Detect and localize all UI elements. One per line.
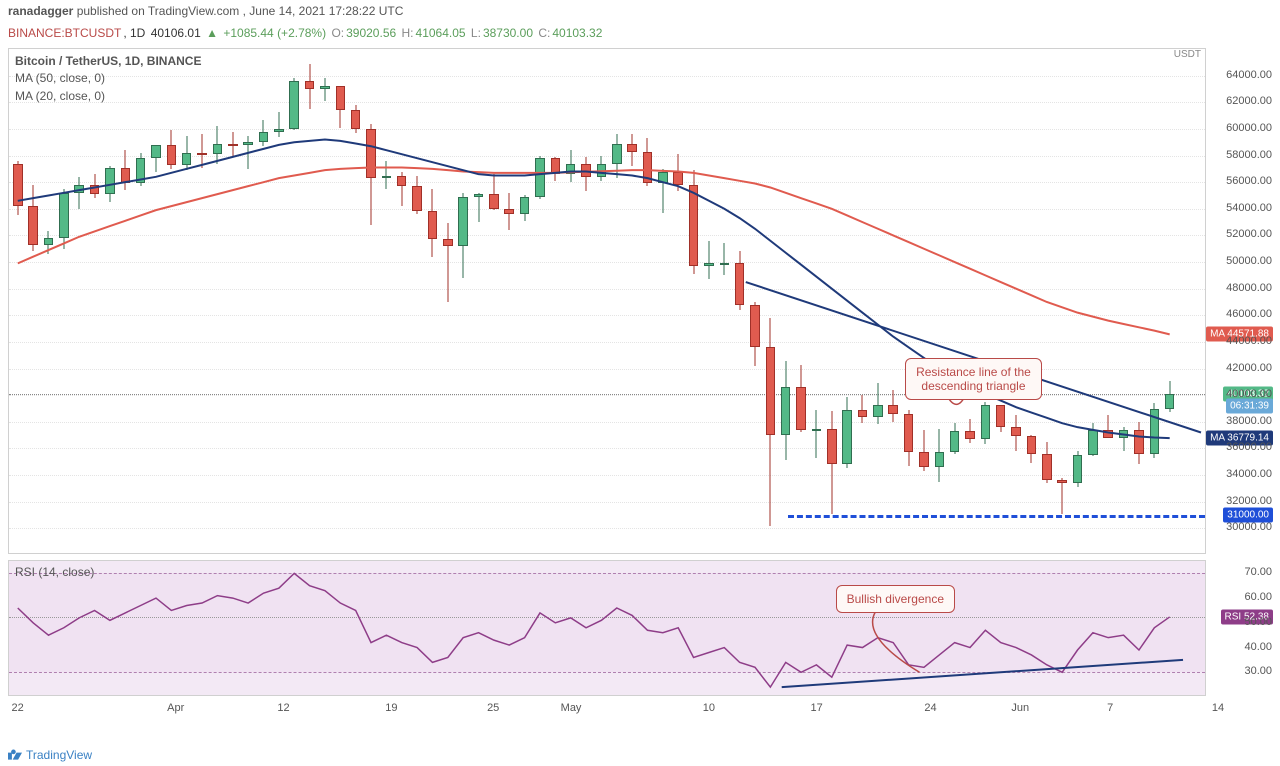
exchange-pair: BINANCE:BTCUSDT: [8, 26, 121, 40]
currency-label: USDT: [1174, 49, 1201, 60]
chart-container: Bitcoin / TetherUS, 1D, BINANCE MA (50, …: [0, 44, 1280, 728]
resistance-callout: Resistance line of thedescending triangl…: [905, 358, 1042, 400]
time-x-axis: 22Apr121925May101724Jun71421: [8, 700, 1206, 720]
publish-header: ranadagger published on TradingView.com …: [0, 0, 1280, 22]
rsi-legend: RSI (14, close): [15, 565, 94, 579]
price-y-axis: 30000.0032000.0034000.0036000.0038000.00…: [1208, 48, 1276, 554]
last-price: 40106.01: [151, 26, 201, 40]
bullish-divergence-callout: Bullish divergence: [836, 585, 955, 613]
chart-legend: Bitcoin / TetherUS, 1D, BINANCE MA (50, …: [15, 53, 201, 105]
rsi-y-axis: 30.0040.0050.0060.0070.00: [1208, 560, 1276, 696]
price-chart[interactable]: Bitcoin / TetherUS, 1D, BINANCE MA (50, …: [8, 48, 1206, 554]
author-name: ranadagger: [8, 4, 73, 18]
footer-brand[interactable]: TradingView: [8, 748, 92, 762]
change: +1085.44 (+2.78%): [223, 26, 326, 40]
ticker-bar: BINANCE:BTCUSDT, 1D 40106.01 ▲ +1085.44 …: [0, 22, 1280, 44]
support-line: [788, 515, 1205, 518]
rsi-chart[interactable]: RSI (14, close) RSI 52.38Bullish diverge…: [8, 560, 1206, 696]
tradingview-logo-icon: [8, 748, 22, 762]
